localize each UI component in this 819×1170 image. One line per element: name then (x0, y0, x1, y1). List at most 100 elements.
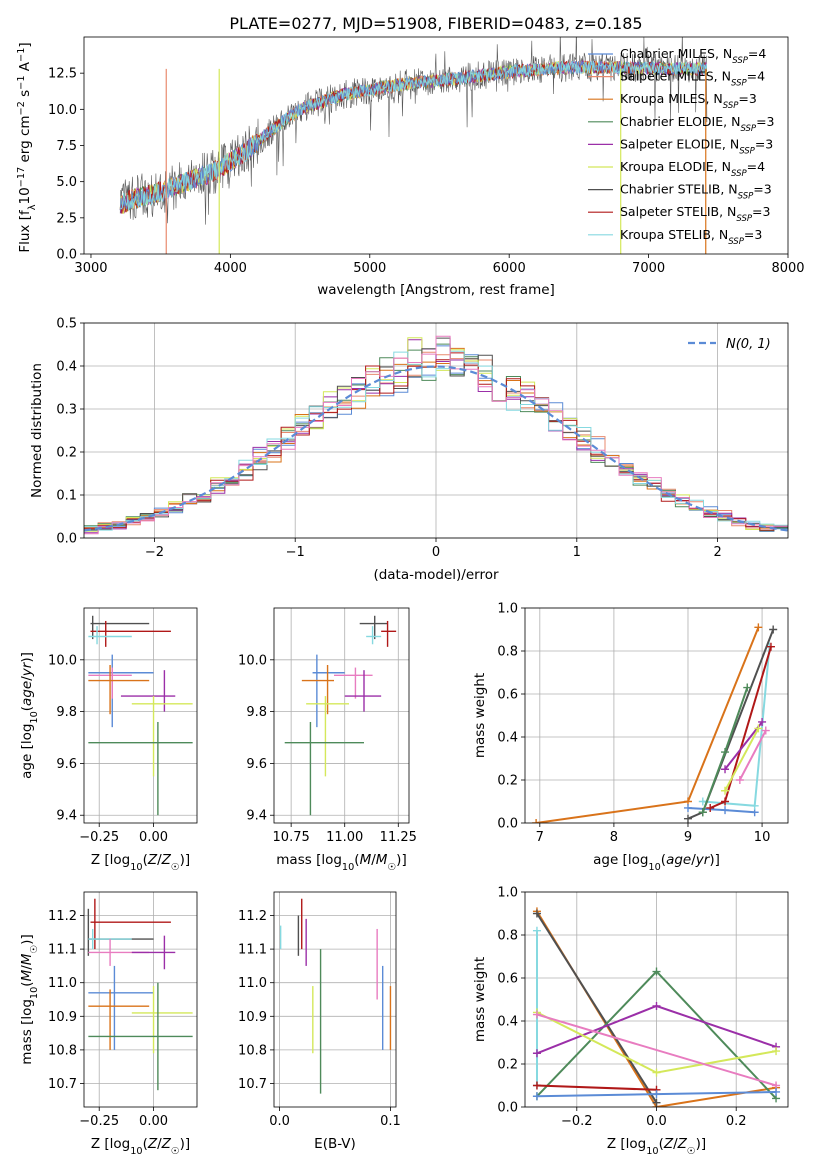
y-axis-label: Normed distribution (29, 363, 45, 498)
weight-marker (772, 1087, 781, 1096)
y-tick-label: 10.7 (48, 1077, 77, 1092)
x-tick-label: 0.1 (380, 1114, 401, 1129)
data-layer (279, 898, 392, 1094)
plot-frame (524, 607, 789, 824)
y-tick-label: 0.0 (56, 532, 77, 547)
x-tick-label: −2 (145, 545, 164, 560)
weight-marker (698, 797, 707, 806)
x-tick-label: 3000 (74, 261, 107, 276)
weight-marker (652, 1098, 661, 1107)
weight-series (532, 1081, 661, 1094)
residuals-panel: −2 −1 0 1 2 0.0 0.1 0.2 0.3 0.4 0.5 N(0, 1) (data-mo… (29, 317, 789, 583)
weight-marker (652, 1068, 661, 1077)
weight-marker (683, 814, 692, 823)
histogram-line (84, 335, 788, 535)
y-tick-label: 1.0 (497, 602, 518, 617)
y-tick-label: 10.8 (238, 1043, 267, 1058)
legend-label: Salpeter STELIB, NSSP=3 (620, 204, 770, 224)
error-point (88, 982, 193, 1091)
legend-label: Salpeter ELODIE, NSSP=3 (620, 136, 773, 156)
axis-ticks: 3000 4000 5000 6000 7000 8000 0.0 2.5 5.0 7.5 10.0… (48, 67, 805, 276)
y-tick-label: 9.6 (246, 757, 267, 772)
weight-series (532, 623, 763, 823)
y-tick-label: 1.0 (497, 886, 518, 901)
y-tick-label: 11.1 (238, 943, 267, 958)
weight-line (724, 727, 760, 792)
error-point (120, 670, 176, 712)
y-tick-label: 0.2 (497, 774, 518, 789)
y-tick-label: 9.4 (246, 809, 267, 824)
weight-marker (754, 623, 763, 632)
error-point (301, 664, 334, 715)
y-tick-label: 10.0 (48, 653, 77, 668)
weight-line (536, 1084, 657, 1091)
plot-frame (83, 322, 789, 539)
error-point (366, 626, 382, 645)
y-tick-label: 2.5 (56, 211, 77, 226)
y-tick-label: 10.9 (238, 1010, 267, 1025)
error-point (284, 721, 364, 816)
x-tick-label: 7000 (632, 261, 665, 276)
y-axis-label: mass weight (472, 673, 488, 758)
error-point (90, 615, 150, 640)
weight-marker (772, 1047, 781, 1056)
y-tick-label: 9.6 (56, 757, 77, 772)
x-tick-label: 11.25 (380, 830, 417, 845)
weight-marker (721, 765, 730, 774)
grid-lines (84, 892, 197, 1107)
weight-line (724, 721, 763, 770)
axis-ticks: −0.25 0.00 10.7 10.8 10.9 11.0 11.1 11.2 (48, 909, 168, 1129)
weight-series (532, 909, 661, 1107)
grid-lines (84, 608, 197, 823)
weight-series (532, 1087, 781, 1101)
weight-marker (754, 724, 763, 733)
weight-vs-age-panel: 7 8 9 10 0.0 0.2 0.4 0.6 0.8 1.0 age [log10(age/yr… (472, 602, 789, 873)
x-tick-label: −0.25 (79, 830, 119, 845)
x-tick-label: 10 (754, 830, 771, 845)
x-tick-label: 11.00 (326, 830, 363, 845)
y-tick-label: 11.0 (238, 976, 267, 991)
y-tick-label: 9.8 (56, 705, 77, 720)
y-tick-label: 5.0 (56, 175, 77, 190)
legend-label: Chabrier ELODIE, NSSP=3 (620, 114, 775, 134)
data-layer (284, 615, 397, 816)
weight-marker (698, 808, 707, 817)
weight-series (735, 726, 770, 784)
legend-label: Kroupa STELIB, NSSP=3 (620, 227, 762, 247)
y-tick-label: 11.2 (238, 909, 267, 924)
x-tick-label: −0.2 (561, 1114, 593, 1129)
weight-marker (532, 1010, 541, 1019)
weight-marker (766, 642, 775, 651)
y-tick-label: 10.0 (48, 103, 77, 118)
y-tick-label: 0.4 (56, 360, 77, 375)
weight-marker (532, 1049, 541, 1058)
weight-marker (761, 726, 770, 735)
weight-marker (743, 683, 752, 692)
weight-series (721, 717, 767, 774)
x-axis-label: E(B-V) (314, 1136, 356, 1152)
y-tick-label: 0.3 (56, 403, 77, 418)
histogram-line (84, 350, 788, 531)
y-tick-label: 0.0 (497, 817, 518, 832)
data-layer (84, 335, 788, 535)
weight-series (532, 1001, 781, 1058)
error-point (88, 626, 132, 645)
x-tick-label: 7 (536, 830, 544, 845)
weight-line (738, 730, 767, 781)
weight-marker (721, 797, 730, 806)
plot-frame (524, 891, 789, 1108)
x-tick-label: 8000 (771, 261, 804, 276)
grid-lines (274, 608, 409, 823)
plot-frame (273, 607, 410, 824)
error-point (131, 986, 193, 1054)
x-tick-label: 6000 (493, 261, 526, 276)
y-tick-label: 11.1 (48, 943, 77, 958)
weight-series (721, 724, 763, 795)
plot-frame (83, 36, 789, 255)
weight-series (706, 642, 775, 812)
y-tick-label: 10.7 (238, 1077, 267, 1092)
error-point (131, 696, 193, 777)
legend-item: Salpeter STELIB, NSSP=3 (588, 204, 770, 224)
y-axis-label: mass weight (472, 957, 488, 1042)
legend-label: Chabrier MILES, NSSP=4 (620, 46, 766, 66)
